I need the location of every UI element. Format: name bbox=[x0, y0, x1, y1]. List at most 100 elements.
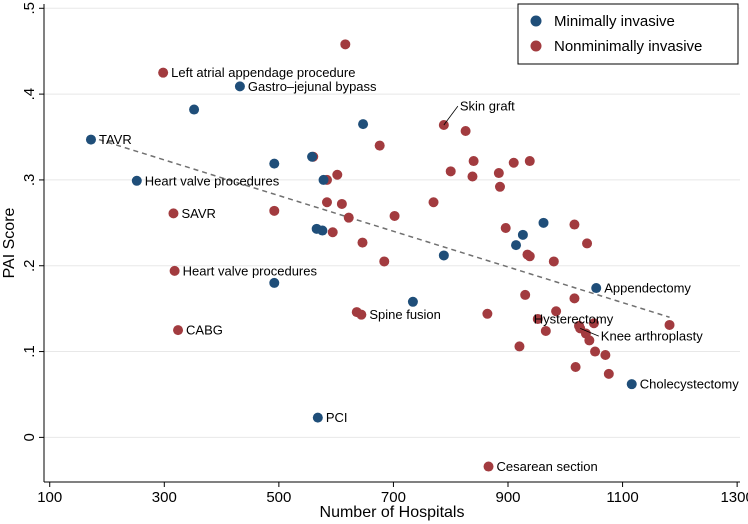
minimal-point bbox=[307, 151, 318, 162]
legend-marker-nonminimally-invasive bbox=[530, 40, 542, 52]
minimal-point bbox=[131, 175, 142, 186]
nonminimal-point bbox=[570, 362, 581, 373]
minimal-point bbox=[358, 119, 369, 130]
y-tick-label: .3 bbox=[21, 174, 38, 187]
nonminimal-point bbox=[524, 251, 535, 262]
point-label: Heart valve procedures bbox=[145, 173, 280, 188]
grid-layer bbox=[44, 7, 740, 438]
nonminimal-point bbox=[374, 140, 385, 151]
nonminimal-point bbox=[493, 168, 504, 179]
minimal-point bbox=[511, 240, 522, 251]
y-tick-label: 0 bbox=[21, 433, 38, 441]
nonminimal-point bbox=[340, 39, 351, 50]
nonminimal-point bbox=[269, 205, 280, 216]
nonminimal-point bbox=[494, 181, 505, 192]
x-tick-label: 900 bbox=[495, 489, 520, 506]
minimal-point bbox=[318, 174, 329, 185]
minimal-point bbox=[591, 283, 602, 294]
point-label: Hysterectomy bbox=[534, 311, 614, 326]
nonminimal-point bbox=[468, 156, 479, 167]
legend-marker-minimally-invasive bbox=[530, 15, 542, 27]
nonminimal-point bbox=[532, 313, 543, 324]
nonminimal-point bbox=[520, 289, 531, 300]
nonminimal-point bbox=[467, 171, 478, 182]
minimal-point bbox=[269, 277, 280, 288]
nonminimal-point bbox=[540, 325, 551, 336]
nonminimal-point bbox=[168, 208, 179, 219]
minimal-point bbox=[85, 134, 96, 145]
x-tick-label: 700 bbox=[381, 489, 406, 506]
nonminimal-point bbox=[169, 265, 180, 276]
nonminimal-point bbox=[336, 198, 347, 209]
point-label: Skin graft bbox=[460, 99, 515, 114]
labels-layer: Left atrial appendage procedureGastro–je… bbox=[99, 65, 739, 474]
legend: Minimally invasive Nonminimally invasive bbox=[517, 3, 739, 65]
minimal-point bbox=[438, 250, 449, 261]
point-label: PCI bbox=[326, 410, 348, 425]
nonminimal-point bbox=[173, 325, 184, 336]
nonminimal-point bbox=[327, 227, 338, 238]
nonminimal-point bbox=[332, 169, 343, 180]
minimal-point bbox=[234, 81, 245, 92]
point-label: Gastro–jejunal bypass bbox=[248, 79, 377, 94]
x-tick-label: 1100 bbox=[606, 489, 638, 506]
minimal-point bbox=[312, 412, 323, 423]
minimal-point bbox=[626, 379, 637, 390]
point-label: Cholecystectomy bbox=[640, 377, 739, 392]
nonminimal-point bbox=[664, 319, 675, 330]
minimal-point bbox=[517, 229, 528, 240]
nonminimal-point bbox=[603, 368, 614, 379]
point-label: Appendectomy bbox=[604, 281, 691, 296]
nonminimal-point bbox=[600, 349, 611, 360]
nonminimal-point bbox=[321, 197, 332, 208]
nonminimal-point bbox=[428, 197, 439, 208]
nonminimal-point bbox=[569, 219, 580, 230]
y-tick-label: .4 bbox=[21, 88, 38, 101]
minimal-point bbox=[269, 158, 280, 169]
nonminimal-point bbox=[508, 157, 519, 168]
nonminimal-point bbox=[356, 309, 367, 320]
minimal-point bbox=[189, 104, 200, 115]
nonminimal-point bbox=[551, 306, 562, 317]
nonminimal-point bbox=[379, 256, 390, 267]
points-layer bbox=[85, 39, 675, 472]
point-label: Knee arthroplasty bbox=[601, 329, 703, 344]
x-tick-label: 500 bbox=[266, 489, 291, 506]
minimal-point bbox=[538, 217, 549, 228]
ticks-layer: 0 .1 .2 .3 .4 .5 100 300 500 700 900 1100 1300 bbox=[21, 2, 748, 506]
legend-box bbox=[517, 3, 739, 65]
x-tick-label: 100 bbox=[37, 489, 62, 506]
nonminimal-point bbox=[588, 318, 599, 329]
point-label: Heart valve procedures bbox=[183, 263, 318, 278]
nonminimal-point bbox=[445, 166, 456, 177]
nonminimal-point bbox=[158, 67, 169, 78]
nonminimal-point bbox=[524, 156, 535, 167]
nonminimal-point bbox=[584, 335, 595, 346]
annotation-leader bbox=[580, 328, 599, 337]
nonminimal-point bbox=[483, 461, 494, 472]
nonminimal-point bbox=[500, 222, 511, 233]
nonminimal-point bbox=[438, 120, 449, 131]
y-tick-label: .1 bbox=[21, 345, 38, 358]
nonminimal-point bbox=[460, 126, 471, 137]
nonminimal-point bbox=[389, 210, 400, 221]
annotation-leader bbox=[443, 105, 459, 126]
nonminimal-point bbox=[548, 256, 559, 267]
point-label: Spine fusion bbox=[369, 307, 441, 322]
x-tick-label: 1300 bbox=[720, 489, 748, 506]
fitted-trend-line bbox=[98, 138, 670, 318]
nonminimal-point bbox=[514, 341, 525, 352]
legend-label-nonminimally-invasive: Nonminimally invasive bbox=[554, 38, 702, 55]
point-label: SAVR bbox=[181, 206, 215, 221]
legend-label-minimally-invasive: Minimally invasive bbox=[554, 13, 675, 30]
x-tick-label: 300 bbox=[152, 489, 177, 506]
y-axis-title: PAI Score bbox=[1, 207, 18, 278]
nonminimal-point bbox=[343, 212, 354, 223]
nonminimal-point bbox=[590, 346, 601, 357]
y-tick-label: .5 bbox=[21, 2, 38, 15]
nonminimal-point bbox=[357, 237, 368, 248]
point-label: Cesarean section bbox=[497, 459, 598, 474]
point-label: TAVR bbox=[99, 132, 132, 147]
nonminimal-point bbox=[582, 238, 593, 249]
